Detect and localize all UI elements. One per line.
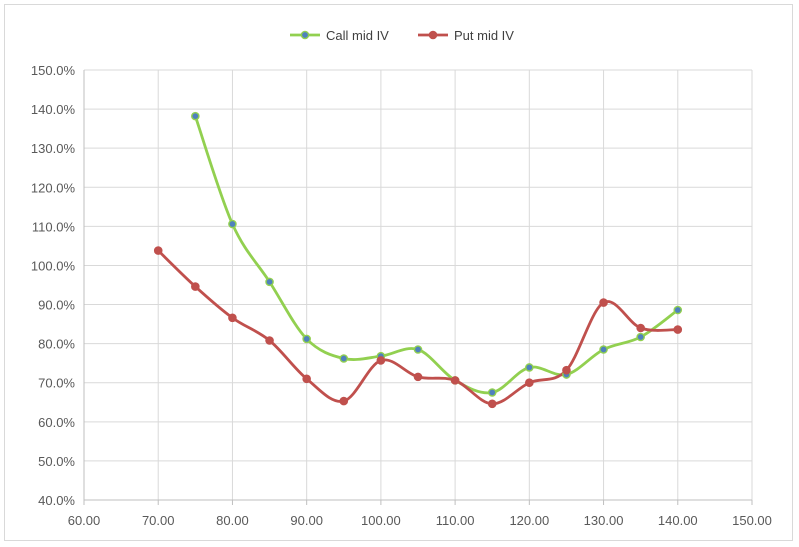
legend-item-call-mid-iv: Call mid IV bbox=[290, 28, 389, 43]
put-mid-iv-point bbox=[487, 399, 497, 409]
x-tick-label: 150.00 bbox=[732, 513, 772, 528]
x-tick-label: 140.00 bbox=[658, 513, 698, 528]
legend: Call mid IV Put mid IV bbox=[290, 28, 514, 43]
x-tick-label: 70.00 bbox=[142, 513, 175, 528]
legend-label: Put mid IV bbox=[454, 28, 514, 43]
y-tick-label: 60.0% bbox=[38, 415, 75, 430]
y-tick-label: 140.0% bbox=[31, 102, 76, 117]
put-mid-iv-point bbox=[153, 246, 163, 255]
y-tick-label: 70.0% bbox=[38, 376, 75, 391]
put-mid-iv-point bbox=[265, 336, 274, 345]
put-mid-iv-point bbox=[636, 323, 645, 333]
put-mid-iv-point bbox=[525, 378, 534, 388]
put-mid-iv-point bbox=[339, 396, 349, 406]
y-tick-label: 120.0% bbox=[31, 180, 76, 195]
y-tick-label: 110.0% bbox=[32, 219, 76, 234]
call-mid-iv-point bbox=[413, 345, 423, 354]
y-tick-label: 100.0% bbox=[31, 258, 76, 273]
y-tick-label: 130.0% bbox=[31, 141, 76, 156]
x-tick-label: 100.00 bbox=[361, 513, 401, 528]
put-mid-iv-point bbox=[413, 372, 423, 382]
legend-swatch-marker bbox=[428, 30, 438, 40]
put-mid-iv-point bbox=[450, 376, 460, 385]
legend-label: Call mid IV bbox=[326, 28, 389, 43]
x-tick-label: 60.00 bbox=[68, 513, 101, 528]
y-tick-label: 80.0% bbox=[38, 337, 75, 352]
axes: 40.0% 50.0% 60.0% 70.0% 80.0% 90.0% 100.0% 110.… bbox=[31, 63, 772, 528]
series-markers bbox=[153, 111, 683, 409]
put-mid-iv-point bbox=[376, 356, 386, 365]
chart-frame bbox=[4, 4, 793, 541]
call-mid-iv-point bbox=[265, 277, 274, 287]
put-mid-iv-point bbox=[599, 298, 608, 307]
x-tick-label: 80.00 bbox=[216, 513, 249, 528]
y-tick-label: 90.0% bbox=[38, 298, 75, 313]
x-tick-label: 110.00 bbox=[436, 513, 475, 528]
x-tick-label: 90.00 bbox=[290, 513, 323, 528]
put-mid-iv-point bbox=[191, 282, 200, 291]
call-mid-iv-point bbox=[191, 111, 200, 121]
call-mid-iv-point bbox=[636, 332, 645, 342]
x-tick-label: 130.00 bbox=[584, 513, 624, 528]
call-mid-iv-point bbox=[339, 354, 349, 363]
call-mid-iv-point bbox=[487, 388, 497, 397]
y-tick-label: 40.0% bbox=[38, 493, 75, 508]
y-tick-label: 50.0% bbox=[38, 454, 75, 469]
put-mid-iv-point bbox=[562, 365, 571, 375]
legend-item-put-mid-iv: Put mid IV bbox=[418, 28, 514, 43]
legend-swatch-marker bbox=[300, 30, 310, 40]
put-mid-iv-point bbox=[673, 325, 683, 334]
put-mid-iv-point bbox=[302, 374, 311, 384]
call-mid-iv-point bbox=[599, 345, 608, 354]
call-mid-iv-point bbox=[302, 334, 311, 344]
y-tick-label: 150.0% bbox=[31, 63, 76, 78]
put-mid-iv-point bbox=[228, 313, 237, 323]
call-mid-iv-point bbox=[228, 219, 237, 229]
call-mid-iv-point bbox=[673, 305, 683, 315]
series-lines bbox=[156, 114, 680, 406]
gridlines bbox=[83, 69, 753, 501]
x-tick-label: 120.00 bbox=[509, 513, 549, 528]
call-mid-iv-point bbox=[525, 363, 534, 372]
